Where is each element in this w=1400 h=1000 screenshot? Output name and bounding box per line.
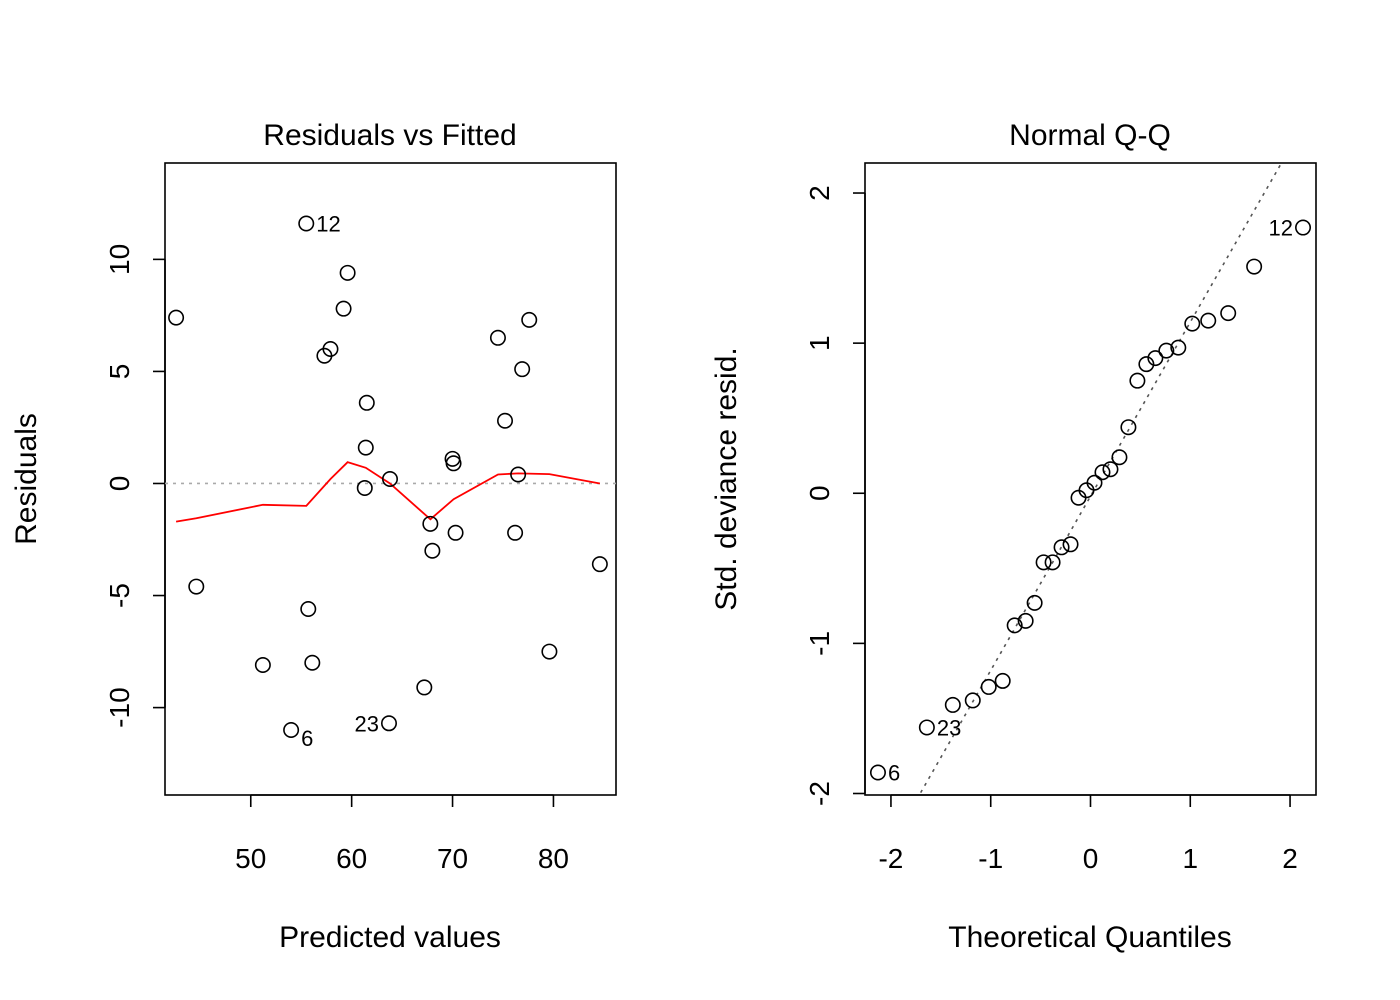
- normal-qq-point: [1200, 312, 1217, 329]
- normal-qq-point: [1102, 461, 1119, 478]
- residuals-vs-fitted-point: [510, 466, 527, 483]
- normal-qq-point: [1138, 356, 1155, 373]
- normal-qq-point-label: 12: [1269, 216, 1293, 241]
- residuals-vs-fitted-point: [357, 439, 374, 456]
- normal-qq-point: [1070, 489, 1087, 506]
- normal-qq-x-tick-label: -2: [878, 843, 903, 874]
- residuals-vs-fitted-point: [380, 715, 397, 732]
- normal-qq-point: [1078, 482, 1095, 499]
- normal-qq-point-label: 6: [888, 760, 900, 785]
- residuals-vs-fitted-y-tick-label: 10: [104, 244, 135, 275]
- normal-qq-panel: Normal Q-Q Theoretical Quantiles Std. de…: [710, 119, 1317, 954]
- normal-qq-point: [1220, 305, 1237, 322]
- residuals-vs-fitted-smooth-line: [175, 461, 601, 523]
- residuals-vs-fitted-point: [300, 600, 317, 617]
- residuals-vs-fitted-point: [356, 479, 373, 496]
- residuals-vs-fitted-point: [339, 264, 356, 281]
- normal-qq-point: [1026, 594, 1043, 611]
- residuals-vs-fitted-point: [335, 300, 352, 317]
- normal-qq-y-tick-label: -1: [804, 631, 835, 656]
- residuals-vs-fitted-point: [424, 542, 441, 559]
- residuals-vs-fitted-point: [254, 657, 271, 674]
- normal-qq-point: [918, 719, 935, 736]
- residuals-vs-fitted-x-tick-label: 80: [538, 843, 569, 874]
- normal-qq-point: [1094, 464, 1111, 481]
- residuals-vs-fitted-point: [298, 215, 315, 232]
- residuals-vs-fitted-xlabel: Predicted values: [279, 921, 501, 954]
- residuals-vs-fitted-title: Residuals vs Fitted: [263, 119, 516, 152]
- residuals-vs-fitted-point: [514, 361, 531, 378]
- normal-qq-x-tick-label: -1: [978, 843, 1003, 874]
- normal-qq-point: [1184, 315, 1201, 332]
- normal-qq-x-tick-label: 2: [1282, 843, 1298, 874]
- normal-qq-point: [1158, 342, 1175, 359]
- normal-qq-point: [1035, 554, 1052, 571]
- normal-qq-point: [1147, 350, 1164, 367]
- residuals-vs-fitted-point: [591, 556, 608, 573]
- residuals-vs-fitted-x-tick-label: 70: [437, 843, 468, 874]
- residuals-vs-fitted-point: [283, 722, 300, 739]
- normal-qq-point: [994, 672, 1011, 689]
- residuals-vs-fitted-point-label: 23: [355, 711, 379, 736]
- residuals-vs-fitted-point: [445, 455, 462, 472]
- normal-qq-point: [1086, 474, 1103, 491]
- residuals-vs-fitted-y-tick-label: -10: [104, 687, 135, 727]
- normal-qq-point: [1062, 536, 1079, 553]
- normal-qq-x-tick-label: 0: [1083, 843, 1099, 874]
- normal-qq-point: [980, 678, 997, 695]
- residuals-vs-fitted-point: [322, 341, 339, 358]
- residuals-vs-fitted-point: [541, 643, 558, 660]
- residuals-vs-fitted-plot-area: [165, 461, 616, 523]
- residuals-vs-fitted-ylabel: Residuals: [10, 413, 43, 545]
- residuals-vs-fitted-point: [422, 515, 439, 532]
- normal-qq-point: [1044, 554, 1061, 571]
- normal-qq-point-label: 23: [937, 715, 961, 740]
- residuals-vs-fitted-point: [447, 524, 464, 541]
- residuals-vs-fitted-point: [188, 578, 205, 595]
- residuals-vs-fitted-point: [416, 679, 433, 696]
- normal-qq-point: [964, 692, 981, 709]
- residuals-vs-fitted-point: [489, 329, 506, 346]
- normal-qq-y-tick-label: 2: [804, 185, 835, 201]
- normal-qq-point: [1129, 372, 1146, 389]
- normal-qq-frame: [864, 162, 1317, 796]
- normal-qq-point: [1111, 449, 1128, 466]
- residuals-vs-fitted-y-tick-label: -5: [104, 583, 135, 608]
- normal-qq-y-tick-label: -2: [804, 781, 835, 806]
- normal-qq-y-tick-label: 1: [804, 335, 835, 351]
- normal-qq-ylabel: Std. deviance resid.: [710, 347, 743, 610]
- residuals-vs-fitted-x-tick-label: 50: [235, 843, 266, 874]
- residuals-vs-fitted-point: [497, 412, 514, 429]
- residuals-vs-fitted-point: [507, 524, 524, 541]
- normal-qq-point: [869, 764, 886, 781]
- residuals-vs-fitted-y-tick-label: 5: [104, 364, 135, 380]
- normal-qq-x-tick-label: 1: [1182, 843, 1198, 874]
- residuals-vs-fitted-point: [304, 654, 321, 671]
- residuals-vs-fitted-point: [521, 311, 538, 328]
- residuals-vs-fitted-point: [168, 309, 185, 326]
- residuals-vs-fitted-x-tick-label: 60: [336, 843, 367, 874]
- residuals-vs-fitted-frame: [164, 162, 617, 796]
- residuals-vs-fitted-y-tick-label: 0: [104, 476, 135, 492]
- residuals-vs-fitted-point-label: 6: [301, 726, 313, 751]
- residuals-vs-fitted-point-label: 12: [316, 212, 340, 237]
- normal-qq-point: [1170, 339, 1187, 356]
- residuals-vs-fitted-point: [358, 394, 375, 411]
- normal-qq-point: [944, 696, 961, 713]
- residuals-vs-fitted-panel: Residuals vs Fitted Predicted values Res…: [10, 119, 617, 954]
- normal-qq-y-tick-label: 0: [804, 485, 835, 501]
- normal-qq-title: Normal Q-Q: [1009, 119, 1171, 152]
- normal-qq-point: [1295, 219, 1312, 236]
- normal-qq-point: [1017, 612, 1034, 629]
- residuals-vs-fitted-point: [381, 470, 398, 487]
- normal-qq-point: [1120, 419, 1137, 436]
- normal-qq-point: [1006, 617, 1023, 634]
- normal-qq-point: [1053, 539, 1070, 556]
- normal-qq-point: [1246, 258, 1263, 275]
- normal-qq-xlabel: Theoretical Quantiles: [948, 921, 1231, 954]
